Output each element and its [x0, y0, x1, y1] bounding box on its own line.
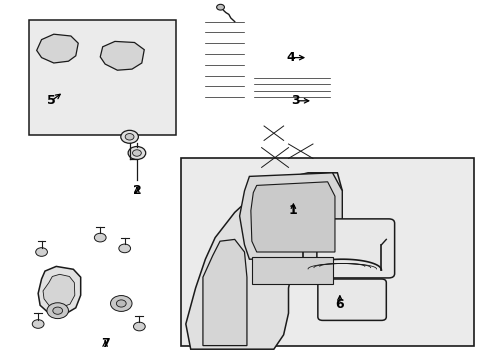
Circle shape: [128, 147, 145, 159]
Circle shape: [110, 296, 132, 311]
FancyBboxPatch shape: [317, 279, 386, 320]
Polygon shape: [37, 34, 78, 63]
Text: 1: 1: [288, 204, 297, 217]
Circle shape: [116, 300, 126, 307]
FancyBboxPatch shape: [29, 20, 176, 135]
Text: 2: 2: [132, 184, 141, 197]
Circle shape: [216, 4, 224, 10]
Polygon shape: [251, 257, 332, 284]
Circle shape: [32, 320, 44, 328]
Polygon shape: [203, 239, 246, 346]
Circle shape: [119, 244, 130, 253]
Circle shape: [47, 303, 68, 319]
FancyBboxPatch shape: [181, 158, 473, 346]
Circle shape: [94, 233, 106, 242]
Circle shape: [132, 150, 141, 156]
Polygon shape: [185, 173, 342, 349]
Circle shape: [133, 322, 145, 331]
Polygon shape: [239, 173, 342, 259]
Text: 5: 5: [47, 94, 56, 107]
Polygon shape: [43, 274, 75, 308]
Circle shape: [53, 307, 62, 314]
Text: 4: 4: [286, 51, 295, 64]
Polygon shape: [250, 182, 334, 252]
FancyBboxPatch shape: [316, 219, 394, 278]
Circle shape: [36, 248, 47, 256]
Text: 3: 3: [291, 94, 300, 107]
Circle shape: [125, 134, 134, 140]
Text: 7: 7: [101, 337, 109, 350]
Polygon shape: [38, 266, 81, 315]
Circle shape: [121, 130, 138, 143]
Polygon shape: [100, 41, 144, 70]
Text: 6: 6: [335, 298, 344, 311]
